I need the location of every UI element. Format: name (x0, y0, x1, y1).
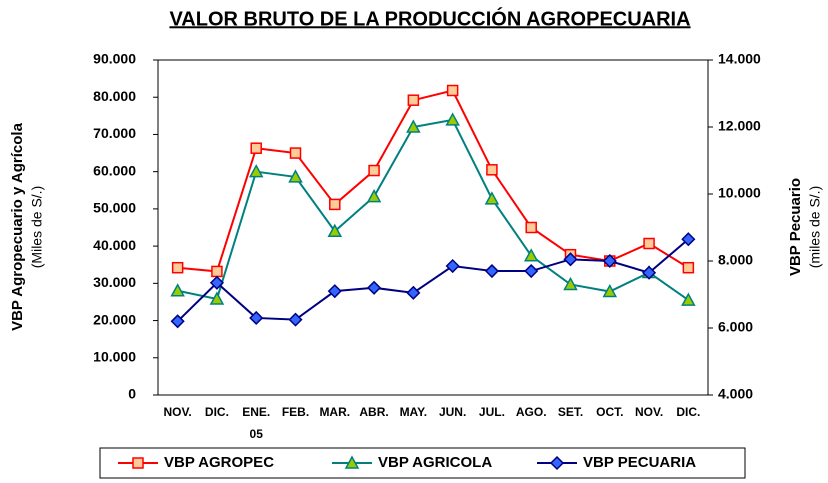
x-tick-label: DIC. (676, 405, 700, 419)
y-tick-label: 30.000 (93, 274, 136, 290)
data-point (524, 263, 539, 279)
y-tick-label: 60.000 (93, 162, 136, 178)
data-point (602, 253, 617, 269)
data-point (563, 276, 578, 291)
data-point (249, 310, 264, 326)
x-tick-label: NOV. (164, 405, 192, 419)
x-tick-label: MAR. (319, 405, 350, 419)
data-point (250, 142, 262, 154)
data-point (642, 265, 657, 280)
data-point (525, 221, 537, 234)
data-point (329, 198, 341, 211)
y2-tick-label: 12.000 (718, 118, 761, 134)
data-point (209, 275, 224, 290)
data-point (209, 291, 225, 305)
data-point (484, 263, 499, 279)
x-tick-label: ENE. 05 (242, 405, 270, 441)
data-point (486, 164, 498, 176)
data-point (367, 280, 382, 295)
data-point (523, 248, 539, 262)
data-point (171, 261, 184, 274)
data-point (484, 191, 500, 205)
y-axis-title: VBP Agropecuario y Agrícola (9, 122, 26, 330)
data-point (366, 189, 382, 203)
y-tick-label: 0 (128, 386, 136, 402)
x-tick-label: DIC. (205, 405, 229, 419)
y-tick-label: 90.000 (93, 51, 136, 67)
y-tick-label: 80.000 (93, 88, 136, 104)
legend-marker (344, 455, 360, 469)
legend-label: VBP PECUARIA (583, 454, 696, 471)
chart-title: VALOR BRUTO DE LA PRODUCCIÓN AGROPECUARI… (169, 6, 690, 30)
series-line (176, 238, 690, 323)
data-point (248, 164, 264, 178)
y2-tick-label: 6.000 (718, 319, 753, 335)
data-point (288, 169, 303, 183)
data-point (327, 223, 343, 237)
data-point (643, 237, 655, 250)
y-tick-label: 70.000 (93, 125, 136, 141)
data-point (602, 283, 618, 298)
data-point (211, 265, 223, 278)
x-tick-label: MAY. (400, 405, 428, 419)
x-tick-label: OCT. (596, 405, 623, 419)
y2-axis-subtitle: (miles de S/.) (807, 186, 823, 268)
data-point (170, 283, 185, 297)
data-point (327, 284, 342, 299)
series-line (177, 118, 689, 301)
data-point (406, 119, 421, 133)
data-point (446, 84, 459, 97)
data-point (288, 312, 303, 327)
y2-tick-label: 4.000 (718, 386, 753, 402)
data-point (681, 232, 696, 247)
y-tick-label: 20.000 (93, 311, 136, 327)
y-tick-label: 50.000 (93, 200, 136, 216)
data-point (445, 258, 460, 274)
legend-label: VBP AGRICOLA (378, 454, 492, 471)
y-axis-subtitle: (Miles de S/.) (29, 186, 45, 268)
data-point (289, 147, 302, 159)
x-tick-label: JUN. (439, 405, 466, 419)
data-point (368, 164, 380, 177)
y2-axis-title: VBP Pecuario (787, 178, 804, 276)
data-point (563, 252, 578, 267)
x-tick-label: NOV. (635, 405, 663, 419)
y2-tick-label: 10.000 (718, 185, 761, 201)
legend (99, 447, 746, 479)
legend-marker (132, 457, 144, 469)
data-point (407, 94, 420, 106)
x-tick-label: FEB. (282, 405, 309, 419)
x-tick-label: ABR. (359, 405, 388, 419)
data-point (406, 285, 421, 300)
x-tick-label: SET. (558, 405, 583, 419)
x-tick-label: AGO. (516, 405, 547, 419)
data-point (445, 112, 460, 126)
data-point (170, 314, 185, 329)
x-tick-label: JUL. (479, 405, 505, 419)
y-tick-label: 10.000 (93, 348, 136, 364)
data-point (682, 261, 695, 274)
y2-tick-label: 14.000 (718, 51, 761, 67)
y-tick-label: 40.000 (93, 237, 136, 253)
legend-marker (549, 455, 565, 471)
plot-area (157, 59, 709, 396)
y2-tick-label: 8.000 (718, 252, 753, 268)
legend-label: VBP AGROPEC (164, 454, 274, 471)
data-point (681, 292, 696, 306)
